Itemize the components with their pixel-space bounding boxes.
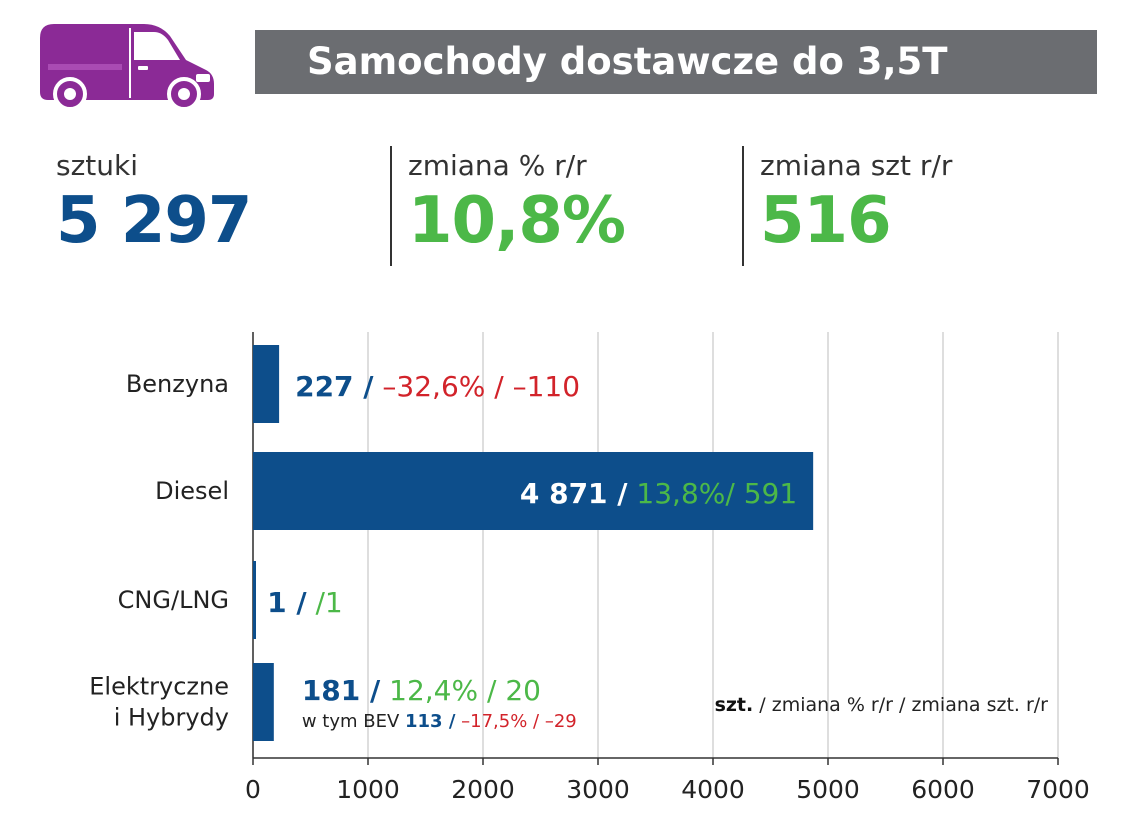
bar [253, 663, 274, 741]
kpi-percent-change: zmiana % r/r 10,8% [408, 146, 626, 258]
data-label: 227 / –32,6% / –110 [295, 370, 580, 403]
x-tick-label: 3000 [566, 775, 630, 804]
category-label-line: i Hybrydy [114, 704, 229, 732]
kpi-divider [390, 146, 392, 266]
x-tick-label: 7000 [1026, 775, 1090, 804]
van-icon [40, 24, 214, 111]
x-tick-label: 6000 [911, 775, 975, 804]
page-title: Samochody dostawcze do 3,5T [255, 30, 1097, 94]
data-label-change: /1 [307, 586, 343, 619]
data-label: 181 / 12,4% / 20 [302, 674, 541, 707]
kpi-unit-change: zmiana szt r/r 516 [760, 146, 952, 256]
data-label-change: 13,8%/ 591 [628, 477, 798, 510]
x-tick-label: 0 [245, 775, 261, 804]
category-label-line: Elektryczne [89, 673, 229, 701]
data-label: 4 871 / 13,8%/ 591 [520, 477, 797, 510]
data-label-count: 1 / [267, 586, 307, 619]
data-label-count: 4 871 / [520, 477, 628, 510]
bar [253, 345, 280, 423]
category-label-line: Diesel [155, 477, 229, 505]
bev-note-change: –17,5% / –29 [455, 711, 576, 732]
bar [253, 452, 814, 530]
kpi-unit-change-label: zmiana szt r/r [760, 149, 953, 182]
x-tick-label: 1000 [336, 775, 400, 804]
category-label: CNG/LNG [118, 586, 229, 614]
category-label-line: Benzyna [126, 370, 229, 398]
kpi-units: sztuki 5 297 [56, 146, 252, 258]
kpi-unit-change-value: 516 [760, 184, 892, 258]
x-tick-label: 4000 [681, 775, 745, 804]
kpi-percent-change-label: zmiana % r/r [408, 149, 587, 182]
x-tick-label: 5000 [796, 775, 860, 804]
category-label: Benzyna [126, 370, 229, 398]
bev-note-prefix: w tym BEV [302, 711, 405, 732]
data-label-count: 227 / [295, 370, 374, 403]
kpi-percent-change-value: 10,8% [408, 184, 626, 258]
bev-note: w tym BEV 113 / –17,5% / –29 [302, 711, 577, 732]
category-label-line: CNG/LNG [118, 586, 229, 614]
legend-bold: szt. [715, 694, 754, 716]
data-label-count: 181 / [302, 674, 381, 707]
kpi-units-value: 5 297 [56, 184, 252, 258]
kpi-units-label: sztuki [56, 149, 139, 182]
legend-rest: / zmiana % r/r / zmiana szt. r/r [753, 694, 1048, 716]
legend-text: szt. / zmiana % r/r / zmiana szt. r/r [715, 694, 1049, 716]
data-label-change: –32,6% / –110 [374, 370, 581, 403]
data-label: 1 / /1 [267, 586, 343, 619]
category-label: Diesel [155, 477, 229, 505]
bar [253, 561, 256, 639]
data-label-change: 12,4% / 20 [380, 674, 541, 707]
x-tick-label: 2000 [451, 775, 515, 804]
category-label: Elektryczne i Hybrydy [89, 673, 229, 732]
bev-note-count: 113 / [405, 711, 456, 732]
kpi-divider [742, 146, 744, 266]
